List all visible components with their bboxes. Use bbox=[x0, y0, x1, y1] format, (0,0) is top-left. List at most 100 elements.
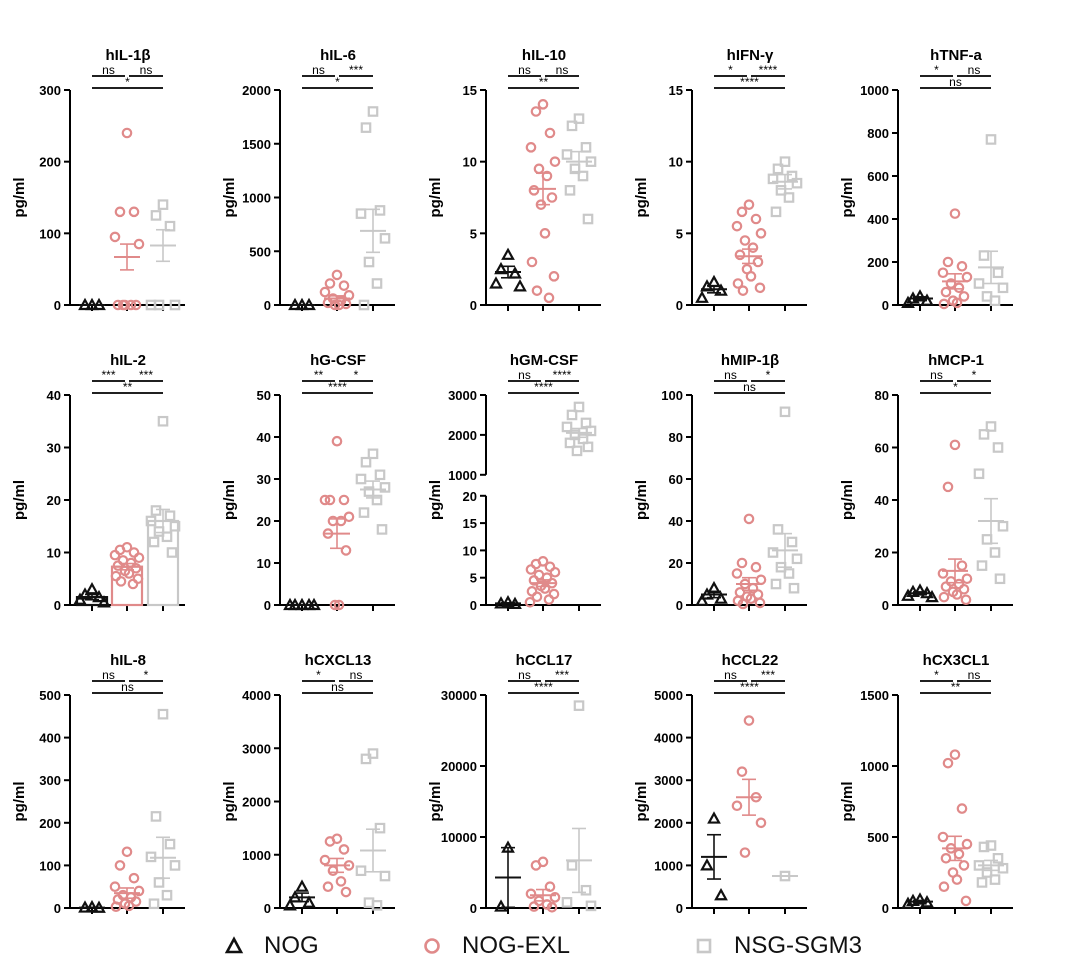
y-axis-label: pg/ml bbox=[221, 480, 238, 520]
data-point bbox=[123, 900, 135, 912]
data-point bbox=[772, 163, 784, 175]
data-point bbox=[360, 456, 372, 468]
data-point bbox=[125, 299, 137, 311]
y-tick-label: 500 bbox=[39, 688, 61, 703]
data-point bbox=[997, 520, 1009, 532]
significance-label: ns bbox=[518, 63, 531, 77]
data-point bbox=[376, 524, 388, 535]
y-tick-label: 0 bbox=[676, 598, 683, 613]
y-tick-label: 3000 bbox=[242, 741, 271, 756]
data-point bbox=[367, 748, 379, 759]
y-tick-label: 20 bbox=[257, 514, 271, 529]
y-tick-label: 30000 bbox=[441, 688, 477, 703]
data-point bbox=[546, 192, 558, 203]
y-axis-label: pg/ml bbox=[633, 480, 650, 520]
y-tick-label: 10 bbox=[463, 155, 477, 170]
data-point bbox=[340, 886, 352, 898]
y-tick-label: 2000 bbox=[242, 795, 271, 810]
data-point bbox=[573, 401, 585, 413]
significance-label: ** bbox=[539, 75, 549, 89]
y-tick-label: 1000 bbox=[654, 858, 683, 873]
data-point bbox=[355, 208, 367, 219]
significance-label: * bbox=[728, 63, 733, 77]
y-tick-label: 0 bbox=[54, 298, 61, 313]
significance-label: * bbox=[354, 368, 359, 382]
y-tick-label: 200 bbox=[39, 816, 61, 831]
data-point bbox=[989, 874, 1001, 885]
data-point bbox=[949, 439, 961, 451]
y-tick-label: 300 bbox=[39, 83, 61, 98]
data-point bbox=[169, 520, 181, 532]
significance-label: ns bbox=[949, 75, 962, 89]
data-point bbox=[745, 593, 757, 604]
chart-title: hTNF-a bbox=[930, 47, 982, 64]
data-point bbox=[109, 231, 121, 243]
square-marker-icon bbox=[692, 934, 716, 958]
data-point bbox=[319, 286, 331, 298]
data-point bbox=[731, 568, 743, 579]
y-tick-label: 0 bbox=[676, 298, 683, 313]
y-tick-label: 60 bbox=[669, 472, 683, 487]
y-tick-label: 0 bbox=[54, 901, 61, 916]
chart-panel-hil-8: 0 100 200 300 400 500 hIL-8 pg/ml ns * ns bbox=[11, 652, 185, 916]
data-point bbox=[960, 594, 972, 606]
y-tick-label: 30 bbox=[257, 472, 271, 487]
data-point bbox=[958, 291, 970, 302]
y-tick-label: 0 bbox=[882, 298, 889, 313]
legend-label-nog: NOG bbox=[264, 932, 319, 959]
data-point bbox=[164, 510, 176, 522]
data-point bbox=[754, 282, 766, 294]
data-point bbox=[695, 290, 709, 303]
legend-label-nog-exl: NOG-EXL bbox=[462, 932, 571, 959]
data-point bbox=[992, 267, 1004, 279]
significance-label: ns bbox=[968, 668, 981, 682]
data-point bbox=[133, 238, 145, 250]
y-tick-label: 0 bbox=[882, 901, 889, 916]
y-axis-label: pg/ml bbox=[839, 480, 856, 520]
data-point bbox=[112, 560, 124, 571]
y-tick-label: 0 bbox=[264, 598, 271, 613]
data-point bbox=[355, 473, 367, 485]
data-point bbox=[571, 445, 583, 457]
significance-label: *** bbox=[761, 668, 775, 682]
data-point bbox=[585, 900, 597, 912]
data-point bbox=[549, 566, 561, 578]
data-point bbox=[379, 870, 391, 882]
data-point bbox=[976, 877, 988, 888]
data-point bbox=[779, 156, 791, 167]
data-point bbox=[355, 865, 367, 877]
data-point bbox=[97, 595, 111, 608]
data-point bbox=[951, 589, 963, 600]
y-tick-label: 1500 bbox=[242, 137, 271, 152]
data-point bbox=[169, 860, 181, 871]
data-point bbox=[734, 249, 746, 261]
y-tick-label: 0 bbox=[264, 901, 271, 916]
chart-title: hMIP-1β bbox=[721, 352, 779, 369]
legend-item-nsg-sgm3: NSG-SGM3 bbox=[692, 926, 862, 966]
chart-title: hIL-8 bbox=[110, 652, 146, 669]
data-point bbox=[695, 593, 709, 606]
y-tick-label: 0 bbox=[470, 598, 477, 613]
data-point bbox=[747, 242, 759, 253]
significance-label: * bbox=[934, 668, 939, 682]
data-point bbox=[524, 596, 536, 608]
chart-title: hCXCL13 bbox=[305, 652, 372, 669]
data-point bbox=[791, 177, 803, 189]
data-point bbox=[958, 860, 970, 871]
data-point bbox=[164, 838, 176, 850]
data-point bbox=[531, 591, 543, 603]
y-tick-label: 80 bbox=[669, 430, 683, 445]
data-point bbox=[564, 437, 576, 449]
y-tick-label: 4000 bbox=[242, 688, 271, 703]
data-point bbox=[994, 573, 1006, 585]
data-point bbox=[754, 597, 766, 609]
data-point bbox=[956, 803, 968, 814]
data-point bbox=[371, 900, 383, 911]
y-tick-label: 20 bbox=[669, 556, 683, 571]
data-point bbox=[161, 889, 173, 901]
data-point bbox=[115, 576, 127, 587]
data-point bbox=[573, 700, 585, 711]
significance-label: ns bbox=[724, 668, 737, 682]
significance-label: **** bbox=[740, 75, 759, 89]
